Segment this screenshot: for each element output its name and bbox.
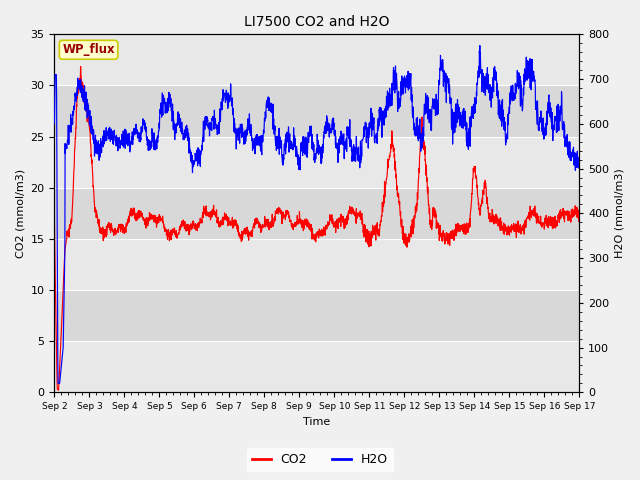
Bar	[54, 137, 579, 188]
X-axis label: Time: Time	[303, 417, 330, 427]
Bar	[54, 290, 579, 341]
Bar	[54, 188, 579, 239]
Title: LI7500 CO2 and H2O: LI7500 CO2 and H2O	[244, 15, 390, 29]
Bar	[54, 341, 579, 392]
Y-axis label: H2O (mmol/m3): H2O (mmol/m3)	[615, 168, 625, 258]
Bar	[54, 85, 579, 137]
Bar	[54, 35, 579, 85]
Text: WP_flux: WP_flux	[62, 43, 115, 56]
Legend: CO2, H2O: CO2, H2O	[247, 448, 393, 471]
Y-axis label: CO2 (mmol/m3): CO2 (mmol/m3)	[15, 169, 25, 258]
Bar	[54, 239, 579, 290]
